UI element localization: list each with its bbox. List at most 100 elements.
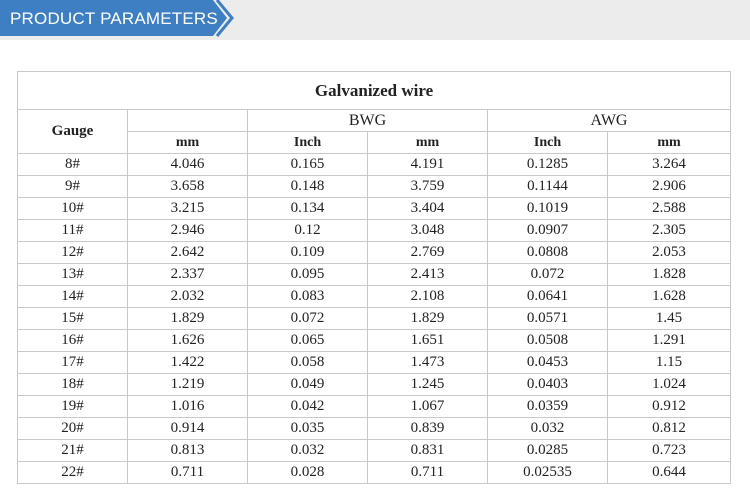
mm-cell: 2.337 <box>127 263 248 286</box>
header-chevron-shape <box>0 0 234 37</box>
gauge-cell: 8# <box>17 153 128 176</box>
bwg-inch-cell: 0.083 <box>247 285 368 308</box>
mm-cell: 0.711 <box>127 461 248 484</box>
bwg-mm-cell: 2.769 <box>367 241 488 264</box>
unit-header: mm <box>127 131 248 154</box>
mm-cell: 2.032 <box>127 285 248 308</box>
group-header-bwg: BWG <box>247 109 488 132</box>
section-header-tab: PRODUCT PARAMETERS <box>0 0 234 37</box>
mm-cell: 0.914 <box>127 417 248 440</box>
awg-inch-cell: 0.0285 <box>487 439 608 462</box>
bwg-inch-cell: 0.12 <box>247 219 368 242</box>
awg-mm-cell: 1.828 <box>606 263 732 286</box>
gauge-cell: 17# <box>17 351 128 374</box>
gauge-cell: 12# <box>17 241 128 264</box>
unit-header: mm <box>606 131 732 154</box>
gauge-cell: 22# <box>17 461 128 484</box>
awg-mm-cell: 0.812 <box>606 417 732 440</box>
awg-mm-cell: 3.264 <box>606 153 732 176</box>
table-row: 15# 1.829 0.072 1.829 0.0571 1.45 <box>17 307 732 330</box>
bwg-inch-cell: 0.072 <box>247 307 368 330</box>
awg-mm-cell: 0.912 <box>606 395 732 418</box>
group-header-empty <box>127 109 248 132</box>
awg-inch-cell: 0.0571 <box>487 307 608 330</box>
mm-cell: 1.422 <box>127 351 248 374</box>
awg-inch-cell: 0.0403 <box>487 373 608 396</box>
mm-cell: 2.642 <box>127 241 248 264</box>
awg-mm-cell: 1.45 <box>606 307 732 330</box>
awg-inch-cell: 0.032 <box>487 417 608 440</box>
awg-mm-cell: 2.305 <box>606 219 732 242</box>
awg-inch-cell: 0.1019 <box>487 197 608 220</box>
bwg-inch-cell: 0.028 <box>247 461 368 484</box>
awg-inch-cell: 0.1144 <box>487 175 608 198</box>
awg-inch-cell: 0.1285 <box>487 153 608 176</box>
bwg-inch-cell: 0.095 <box>247 263 368 286</box>
mm-cell: 2.946 <box>127 219 248 242</box>
awg-mm-cell: 1.291 <box>606 329 732 352</box>
gauge-cell: 18# <box>17 373 128 396</box>
mm-cell: 0.813 <box>127 439 248 462</box>
mm-cell: 1.829 <box>127 307 248 330</box>
table-title: Galvanized wire <box>16 71 732 110</box>
gauge-column-header: Gauge <box>17 109 128 154</box>
bwg-mm-cell: 3.759 <box>367 175 488 198</box>
bwg-inch-cell: 0.065 <box>247 329 368 352</box>
table-row: 20# 0.914 0.035 0.839 0.032 0.812 <box>17 417 732 440</box>
mm-cell: 1.219 <box>127 373 248 396</box>
table-row: 16# 1.626 0.065 1.651 0.0508 1.291 <box>17 329 732 352</box>
bwg-inch-cell: 0.058 <box>247 351 368 374</box>
awg-mm-cell: 0.644 <box>606 461 732 484</box>
table-row: 11# 2.946 0.12 3.048 0.0907 2.305 <box>17 219 732 242</box>
gauge-cell: 16# <box>17 329 128 352</box>
bwg-mm-cell: 1.245 <box>367 373 488 396</box>
bwg-inch-cell: 0.042 <box>247 395 368 418</box>
table-row: 14# 2.032 0.083 2.108 0.0641 1.628 <box>17 285 732 308</box>
bwg-inch-cell: 0.148 <box>247 175 368 198</box>
section-header-bar: PRODUCT PARAMETERS <box>0 0 750 40</box>
table-row: 12# 2.642 0.109 2.769 0.0808 2.053 <box>17 241 732 264</box>
galvanized-wire-table: Galvanized wire Gauge BWG AWG mm Inch mm… <box>16 71 732 484</box>
table-row: 18# 1.219 0.049 1.245 0.0403 1.024 <box>17 373 732 396</box>
awg-inch-cell: 0.0907 <box>487 219 608 242</box>
awg-mm-cell: 1.15 <box>606 351 732 374</box>
gauge-cell: 15# <box>17 307 128 330</box>
gauge-cell: 20# <box>17 417 128 440</box>
bwg-inch-cell: 0.049 <box>247 373 368 396</box>
awg-mm-cell: 2.906 <box>606 175 732 198</box>
group-header-awg: AWG <box>486 109 732 132</box>
awg-inch-cell: 0.0641 <box>487 285 608 308</box>
gauge-cell: 19# <box>17 395 128 418</box>
gauge-cell: 14# <box>17 285 128 308</box>
table-row: 13# 2.337 0.095 2.413 0.072 1.828 <box>17 263 732 286</box>
bwg-mm-cell: 3.404 <box>367 197 488 220</box>
bwg-mm-cell: 1.651 <box>367 329 488 352</box>
gauge-cell: 9# <box>17 175 128 198</box>
table-row: 21# 0.813 0.032 0.831 0.0285 0.723 <box>17 439 732 462</box>
table-row: 10# 3.215 0.134 3.404 0.1019 2.588 <box>17 197 732 220</box>
bwg-mm-cell: 1.067 <box>367 395 488 418</box>
bwg-inch-cell: 0.165 <box>247 153 368 176</box>
mm-cell: 4.046 <box>127 153 248 176</box>
awg-mm-cell: 2.053 <box>606 241 732 264</box>
mm-cell: 1.626 <box>127 329 248 352</box>
table-row: 22# 0.711 0.028 0.711 0.02535 0.644 <box>17 461 732 484</box>
gauge-cell: 11# <box>17 219 128 242</box>
mm-cell: 3.215 <box>127 197 248 220</box>
unit-header: mm <box>367 131 488 154</box>
awg-inch-cell: 0.0808 <box>487 241 608 264</box>
awg-inch-cell: 0.072 <box>487 263 608 286</box>
table-row: 17# 1.422 0.058 1.473 0.0453 1.15 <box>17 351 732 374</box>
bwg-mm-cell: 3.048 <box>367 219 488 242</box>
table-row: 9# 3.658 0.148 3.759 0.1144 2.906 <box>17 175 732 198</box>
bwg-mm-cell: 0.839 <box>367 417 488 440</box>
awg-inch-cell: 0.02535 <box>487 461 608 484</box>
awg-mm-cell: 0.723 <box>606 439 732 462</box>
bwg-mm-cell: 2.108 <box>367 285 488 308</box>
awg-inch-cell: 0.0508 <box>487 329 608 352</box>
bwg-mm-cell: 1.829 <box>367 307 488 330</box>
table-body: 8# 4.046 0.165 4.191 0.1285 3.264 9# 3.658 0.148… <box>17 153 732 484</box>
table-row: 19# 1.016 0.042 1.067 0.0359 0.912 <box>17 395 732 418</box>
section-title: PRODUCT PARAMETERS <box>10 9 218 28</box>
bwg-inch-cell: 0.134 <box>247 197 368 220</box>
